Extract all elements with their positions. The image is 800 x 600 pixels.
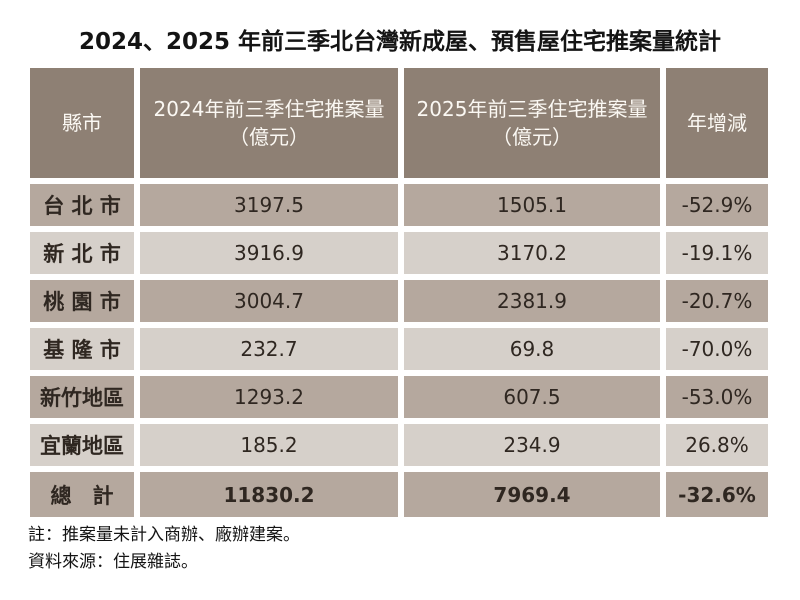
value-2024: 185.2 [140, 424, 398, 466]
value-2025: 2381.9 [404, 280, 660, 322]
header-cell-yoy: 年增減 [666, 68, 768, 178]
value-2024: 232.7 [140, 328, 398, 370]
total-2024: 11830.2 [140, 472, 398, 517]
header-cell-2025: 2025年前三季住宅推案量 （億元） [404, 68, 660, 178]
header-2025-unit: （億元） [492, 125, 572, 149]
note-source: 資料來源：住展雜誌。 [28, 552, 198, 572]
footnotes: 註：推案量未計入商辦、廠辦建案。 資料來源：住展雜誌。 [28, 522, 300, 576]
value-2025: 3170.2 [404, 232, 660, 274]
city-name: 桃 園 市 [30, 280, 134, 322]
total-2025: 7969.4 [404, 472, 660, 517]
value-2024: 3916.9 [140, 232, 398, 274]
total-label: 總 計 [30, 472, 134, 517]
statistics-table: 縣市 2024年前三季住宅推案量 （億元） 2025年前三季住宅推案量 （億元）… [30, 68, 768, 517]
page-title: 2024、2025 年前三季北台灣新成屋、預售屋住宅推案量統計 [78, 29, 722, 55]
value-2024: 3197.5 [140, 184, 398, 226]
value-2025: 69.8 [404, 328, 660, 370]
header-cell-city: 縣市 [30, 68, 134, 178]
yoy-change: -52.9% [666, 184, 768, 226]
city-name: 台 北 市 [30, 184, 134, 226]
value-2025: 607.5 [404, 376, 660, 418]
total-yoy: -32.6% [666, 472, 768, 517]
city-name: 新竹地區 [30, 376, 134, 418]
header-2025-label: 2025年前三季住宅推案量 [416, 97, 648, 121]
yoy-change: -19.1% [666, 232, 768, 274]
yoy-change: -53.0% [666, 376, 768, 418]
value-2024: 1293.2 [140, 376, 398, 418]
header-2024-label: 2024年前三季住宅推案量 [153, 97, 385, 121]
value-2025: 1505.1 [404, 184, 660, 226]
header-cell-2024: 2024年前三季住宅推案量 （億元） [140, 68, 398, 178]
yoy-change: -20.7% [666, 280, 768, 322]
yoy-change: 26.8% [666, 424, 768, 466]
city-name: 基 隆 市 [30, 328, 134, 370]
value-2024: 3004.7 [140, 280, 398, 322]
yoy-change: -70.0% [666, 328, 768, 370]
note-disclaimer: 註：推案量未計入商辦、廠辦建案。 [28, 525, 300, 545]
city-name: 新 北 市 [30, 232, 134, 274]
value-2025: 234.9 [404, 424, 660, 466]
city-name: 宜蘭地區 [30, 424, 134, 466]
header-2024-unit: （億元） [229, 125, 309, 149]
